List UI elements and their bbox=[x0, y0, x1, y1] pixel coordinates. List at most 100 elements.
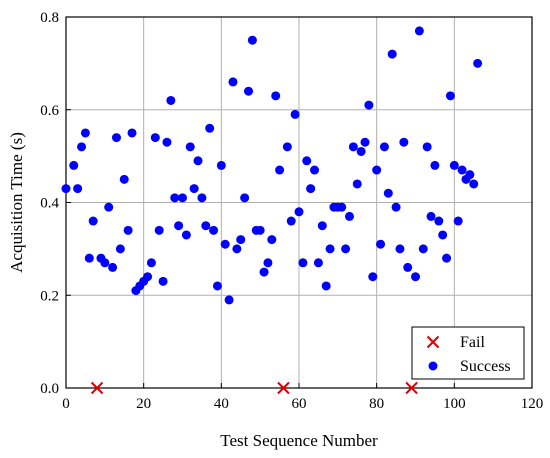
success-point bbox=[399, 137, 409, 147]
success-point bbox=[442, 253, 452, 263]
success-point bbox=[205, 123, 215, 133]
success-point bbox=[100, 258, 110, 268]
success-point bbox=[321, 281, 331, 291]
success-point bbox=[150, 133, 160, 143]
success-point bbox=[170, 193, 180, 203]
success-point bbox=[158, 276, 168, 286]
success-point bbox=[201, 221, 211, 231]
legend: Fail Success bbox=[411, 326, 525, 380]
success-point bbox=[457, 165, 467, 175]
success-point bbox=[449, 160, 459, 170]
success-point bbox=[154, 225, 164, 235]
success-point bbox=[403, 262, 413, 272]
x-tick-label: 0 bbox=[62, 396, 70, 412]
y-tick-label: 0.4 bbox=[40, 196, 59, 212]
x-tick-label: 60 bbox=[292, 396, 307, 412]
success-point bbox=[298, 258, 308, 268]
success-point bbox=[438, 230, 448, 240]
success-point bbox=[368, 272, 378, 282]
x-tick-label: 120 bbox=[521, 396, 544, 412]
success-point bbox=[469, 179, 479, 189]
success-point bbox=[255, 225, 265, 235]
success-point bbox=[341, 244, 351, 254]
x-tick-label: 20 bbox=[136, 396, 151, 412]
success-point bbox=[263, 258, 273, 268]
success-point bbox=[395, 244, 405, 254]
success-point bbox=[313, 258, 323, 268]
success-point bbox=[220, 239, 230, 249]
success-point bbox=[209, 225, 219, 235]
success-point bbox=[197, 193, 207, 203]
x-tick-label: 100 bbox=[443, 396, 466, 412]
grid-lines bbox=[66, 17, 532, 388]
success-point bbox=[391, 202, 401, 212]
success-point bbox=[181, 230, 191, 240]
success-point bbox=[306, 184, 316, 194]
success-point bbox=[193, 156, 203, 166]
success-point bbox=[247, 35, 257, 45]
fail-point bbox=[90, 381, 104, 395]
success-point bbox=[275, 165, 285, 175]
success-point bbox=[185, 142, 195, 152]
x-axis-label: Test Sequence Number bbox=[220, 431, 378, 450]
success-point bbox=[445, 91, 455, 101]
success-point bbox=[414, 26, 424, 36]
success-point bbox=[244, 86, 254, 96]
y-tick-label: 0.2 bbox=[40, 288, 59, 304]
fail-point bbox=[277, 381, 290, 395]
success-point bbox=[364, 100, 374, 110]
success-point bbox=[430, 160, 440, 170]
success-point bbox=[348, 142, 358, 152]
success-point bbox=[290, 109, 300, 119]
success-point bbox=[325, 244, 335, 254]
success-point bbox=[104, 202, 114, 212]
success-point bbox=[356, 146, 366, 156]
success-point bbox=[267, 235, 277, 245]
success-point bbox=[115, 244, 125, 254]
success-point bbox=[232, 244, 242, 254]
success-point bbox=[360, 137, 370, 147]
success-point bbox=[465, 170, 475, 180]
success-point bbox=[453, 216, 463, 226]
legend-fail-label: Fail bbox=[460, 334, 485, 351]
success-point bbox=[271, 91, 281, 101]
legend-box bbox=[411, 326, 525, 380]
success-point bbox=[61, 184, 71, 194]
success-point bbox=[344, 211, 354, 221]
success-point bbox=[228, 77, 238, 87]
success-point bbox=[84, 253, 94, 263]
success-point bbox=[216, 160, 226, 170]
success-point bbox=[302, 156, 312, 166]
success-point bbox=[426, 211, 436, 221]
success-point bbox=[372, 165, 382, 175]
x-tick-label: 80 bbox=[369, 396, 384, 412]
legend-fail-x bbox=[426, 335, 440, 349]
y-axis-label: Acquisition Time (s) bbox=[7, 132, 26, 273]
success-point bbox=[317, 221, 327, 231]
success-point bbox=[77, 142, 87, 152]
success-point bbox=[434, 216, 444, 226]
success-point bbox=[119, 174, 129, 184]
success-point bbox=[108, 262, 118, 272]
success-point bbox=[422, 142, 432, 152]
success-point bbox=[352, 179, 362, 189]
success-point bbox=[387, 49, 397, 59]
y-tick-label: 0.0 bbox=[40, 381, 59, 397]
legend-success-label: Success bbox=[460, 358, 511, 375]
success-point bbox=[178, 193, 187, 203]
success-point bbox=[240, 193, 250, 203]
success-point bbox=[473, 58, 483, 68]
success-point bbox=[162, 137, 172, 147]
success-point bbox=[189, 184, 199, 194]
success-point bbox=[379, 142, 389, 152]
axis-ticks: 0 20 40 60 80 100 120 0.0 0.2 0.4 0.6 0.8 bbox=[40, 10, 543, 412]
success-point bbox=[411, 272, 420, 282]
success-point bbox=[294, 207, 304, 217]
legend-fail-marker bbox=[426, 335, 440, 349]
success-point bbox=[69, 160, 79, 170]
success-point bbox=[282, 142, 292, 152]
success-point bbox=[166, 95, 176, 105]
success-point bbox=[376, 239, 386, 249]
success-point bbox=[259, 267, 269, 277]
success-point bbox=[383, 188, 393, 198]
